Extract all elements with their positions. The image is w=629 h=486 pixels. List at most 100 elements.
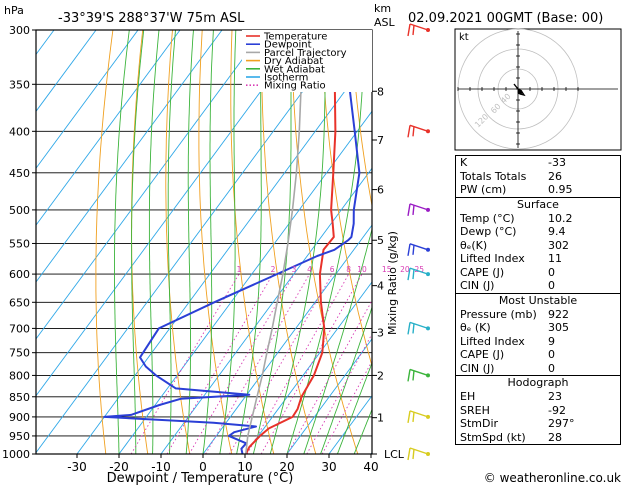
km-axis: 8 7 6 5 4 3 2 1 LCL <box>372 85 405 461</box>
sreh-row: SREH -92 <box>456 404 620 418</box>
surface-theta-value: 302 <box>548 238 569 252</box>
pressure-axis: 300 350 400 450 500 550 600 650 700 750 800 850 900 9… <box>2 24 36 461</box>
sreh-label: SREH <box>460 403 490 417</box>
plot-frame <box>35 29 373 455</box>
wind-barb <box>412 204 415 215</box>
temperature-tick-label: -30 <box>67 460 87 474</box>
hodograph-heading: Hodograph <box>507 376 569 389</box>
pw-label: PW (cm) <box>460 183 507 196</box>
indices-panel: K -33 Totals Totals 26 PW (cm) 0.95 Surf… <box>455 155 621 445</box>
km-tick-label: LCL <box>384 448 405 461</box>
dry-adiabat <box>350 30 372 209</box>
stmspd-row: StmSpd (kt) 28 <box>456 430 620 445</box>
surface-li-label: Lifted Index <box>460 252 525 265</box>
legend-label: Mixing Ratio <box>264 81 326 92</box>
legend-label: Temperature <box>263 32 327 43</box>
storm-motion-marker <box>517 89 523 95</box>
km-tick-label: 1 <box>377 412 384 425</box>
wind-barb <box>409 321 429 330</box>
wind-barb <box>412 323 415 334</box>
pressure-tick-label: 1000 <box>2 448 30 461</box>
isotherm <box>36 30 139 169</box>
wind-barb <box>407 267 411 281</box>
pressure-tick-label: 300 <box>9 24 30 37</box>
wind-barb-base <box>426 207 430 212</box>
pressure-tick-label: 600 <box>9 268 30 281</box>
wind-barb <box>409 203 429 211</box>
km-tick-label: 8 <box>377 85 384 98</box>
wind-barb <box>412 126 415 137</box>
surface-temp-row: Temp (°C) 10.2 <box>456 212 620 226</box>
mu-cin-value: 0 <box>548 361 555 375</box>
surface-dewp-label: Dewp (°C) <box>460 225 517 238</box>
wet-adiabat <box>185 30 194 454</box>
mixing-ratio-labels: 1 2 3 4 6 8 10 15 20 25 <box>237 265 425 274</box>
dewpoint-line <box>103 30 361 454</box>
mu-theta-row: θₑ (K) 305 <box>456 321 620 335</box>
pressure-tick-label: 500 <box>9 204 30 217</box>
wet-adiabat <box>303 227 372 454</box>
sreh-value: -92 <box>548 403 566 417</box>
surface-dewp-value: 9.4 <box>548 225 566 238</box>
wind-barb-base <box>426 272 430 277</box>
mixing-ratio-line <box>321 360 372 454</box>
wind-barb <box>412 370 415 381</box>
legend-label: Dry Adiabat <box>264 56 323 67</box>
mixing-ratio-label: 8 <box>346 265 351 274</box>
dry-adiabat <box>95 30 114 454</box>
mixing-ratio-line <box>130 273 240 454</box>
temperature-line <box>244 30 338 454</box>
km-tick-label: 4 <box>377 280 384 293</box>
surface-heading: Surface <box>517 197 559 211</box>
sounding-series <box>103 30 361 454</box>
isotherm <box>36 30 265 340</box>
mu-li-row: Lifted Index 9 <box>456 335 620 349</box>
surface-temp-label: Temp (°C) <box>460 211 515 225</box>
mixing-ratio-label: 2 <box>271 265 276 274</box>
mu-cape-value: 0 <box>548 348 555 361</box>
km-tick-label: 6 <box>377 184 384 197</box>
pressure-tick-label: 700 <box>9 322 30 335</box>
wind-barb <box>407 369 411 382</box>
mu-pressure-row: Pressure (mb) 922 <box>456 308 620 322</box>
wind-barb <box>409 267 429 275</box>
dry-adiabat <box>165 30 191 454</box>
dry-adiabat <box>198 30 233 454</box>
dry-adiabat <box>320 30 372 368</box>
km-tick-label: 2 <box>377 369 384 382</box>
parcel-trajectory-line <box>245 30 305 454</box>
k-index-label: K <box>460 156 468 169</box>
legend-label: Wet Adiabat <box>264 64 325 75</box>
isotherm <box>76 53 372 454</box>
k-index-row: K -33 <box>456 156 620 170</box>
mixing-ratio-label: 20 <box>400 265 410 274</box>
wet-adiabat <box>131 30 145 454</box>
wind-barb-base <box>426 247 430 252</box>
surface-li-value: 11 <box>548 252 562 265</box>
wind-barb <box>412 24 415 36</box>
temperature-axis: -30 -20 -10 0 10 20 30 40 <box>67 454 379 474</box>
isotherm <box>36 30 223 283</box>
wet-adiabat <box>252 30 292 454</box>
wet-adiabat <box>114 30 130 454</box>
isotherm <box>160 167 372 454</box>
pressure-tick-label: 550 <box>9 237 30 250</box>
surface-cape-row: CAPE (J) 0 <box>456 266 620 280</box>
wind-barb <box>407 447 411 461</box>
mixing-ratio-label: 10 <box>357 265 367 274</box>
k-index-value: -33 <box>548 156 566 169</box>
wind-barb <box>407 410 411 424</box>
wind-barb <box>412 269 415 280</box>
hodograph-units: kt <box>459 32 469 43</box>
mixing-ratio-label: 1 <box>237 265 242 274</box>
wet-adiabat <box>202 30 214 454</box>
isotherm <box>36 30 181 226</box>
stmspd-value: 28 <box>548 430 562 444</box>
mu-theta-label: θₑ (K) <box>460 321 491 334</box>
wind-barbs <box>407 23 430 461</box>
totals-label: Totals Totals <box>460 169 527 183</box>
wind-barb <box>409 368 429 377</box>
stmdir-value: 297° <box>548 417 575 430</box>
